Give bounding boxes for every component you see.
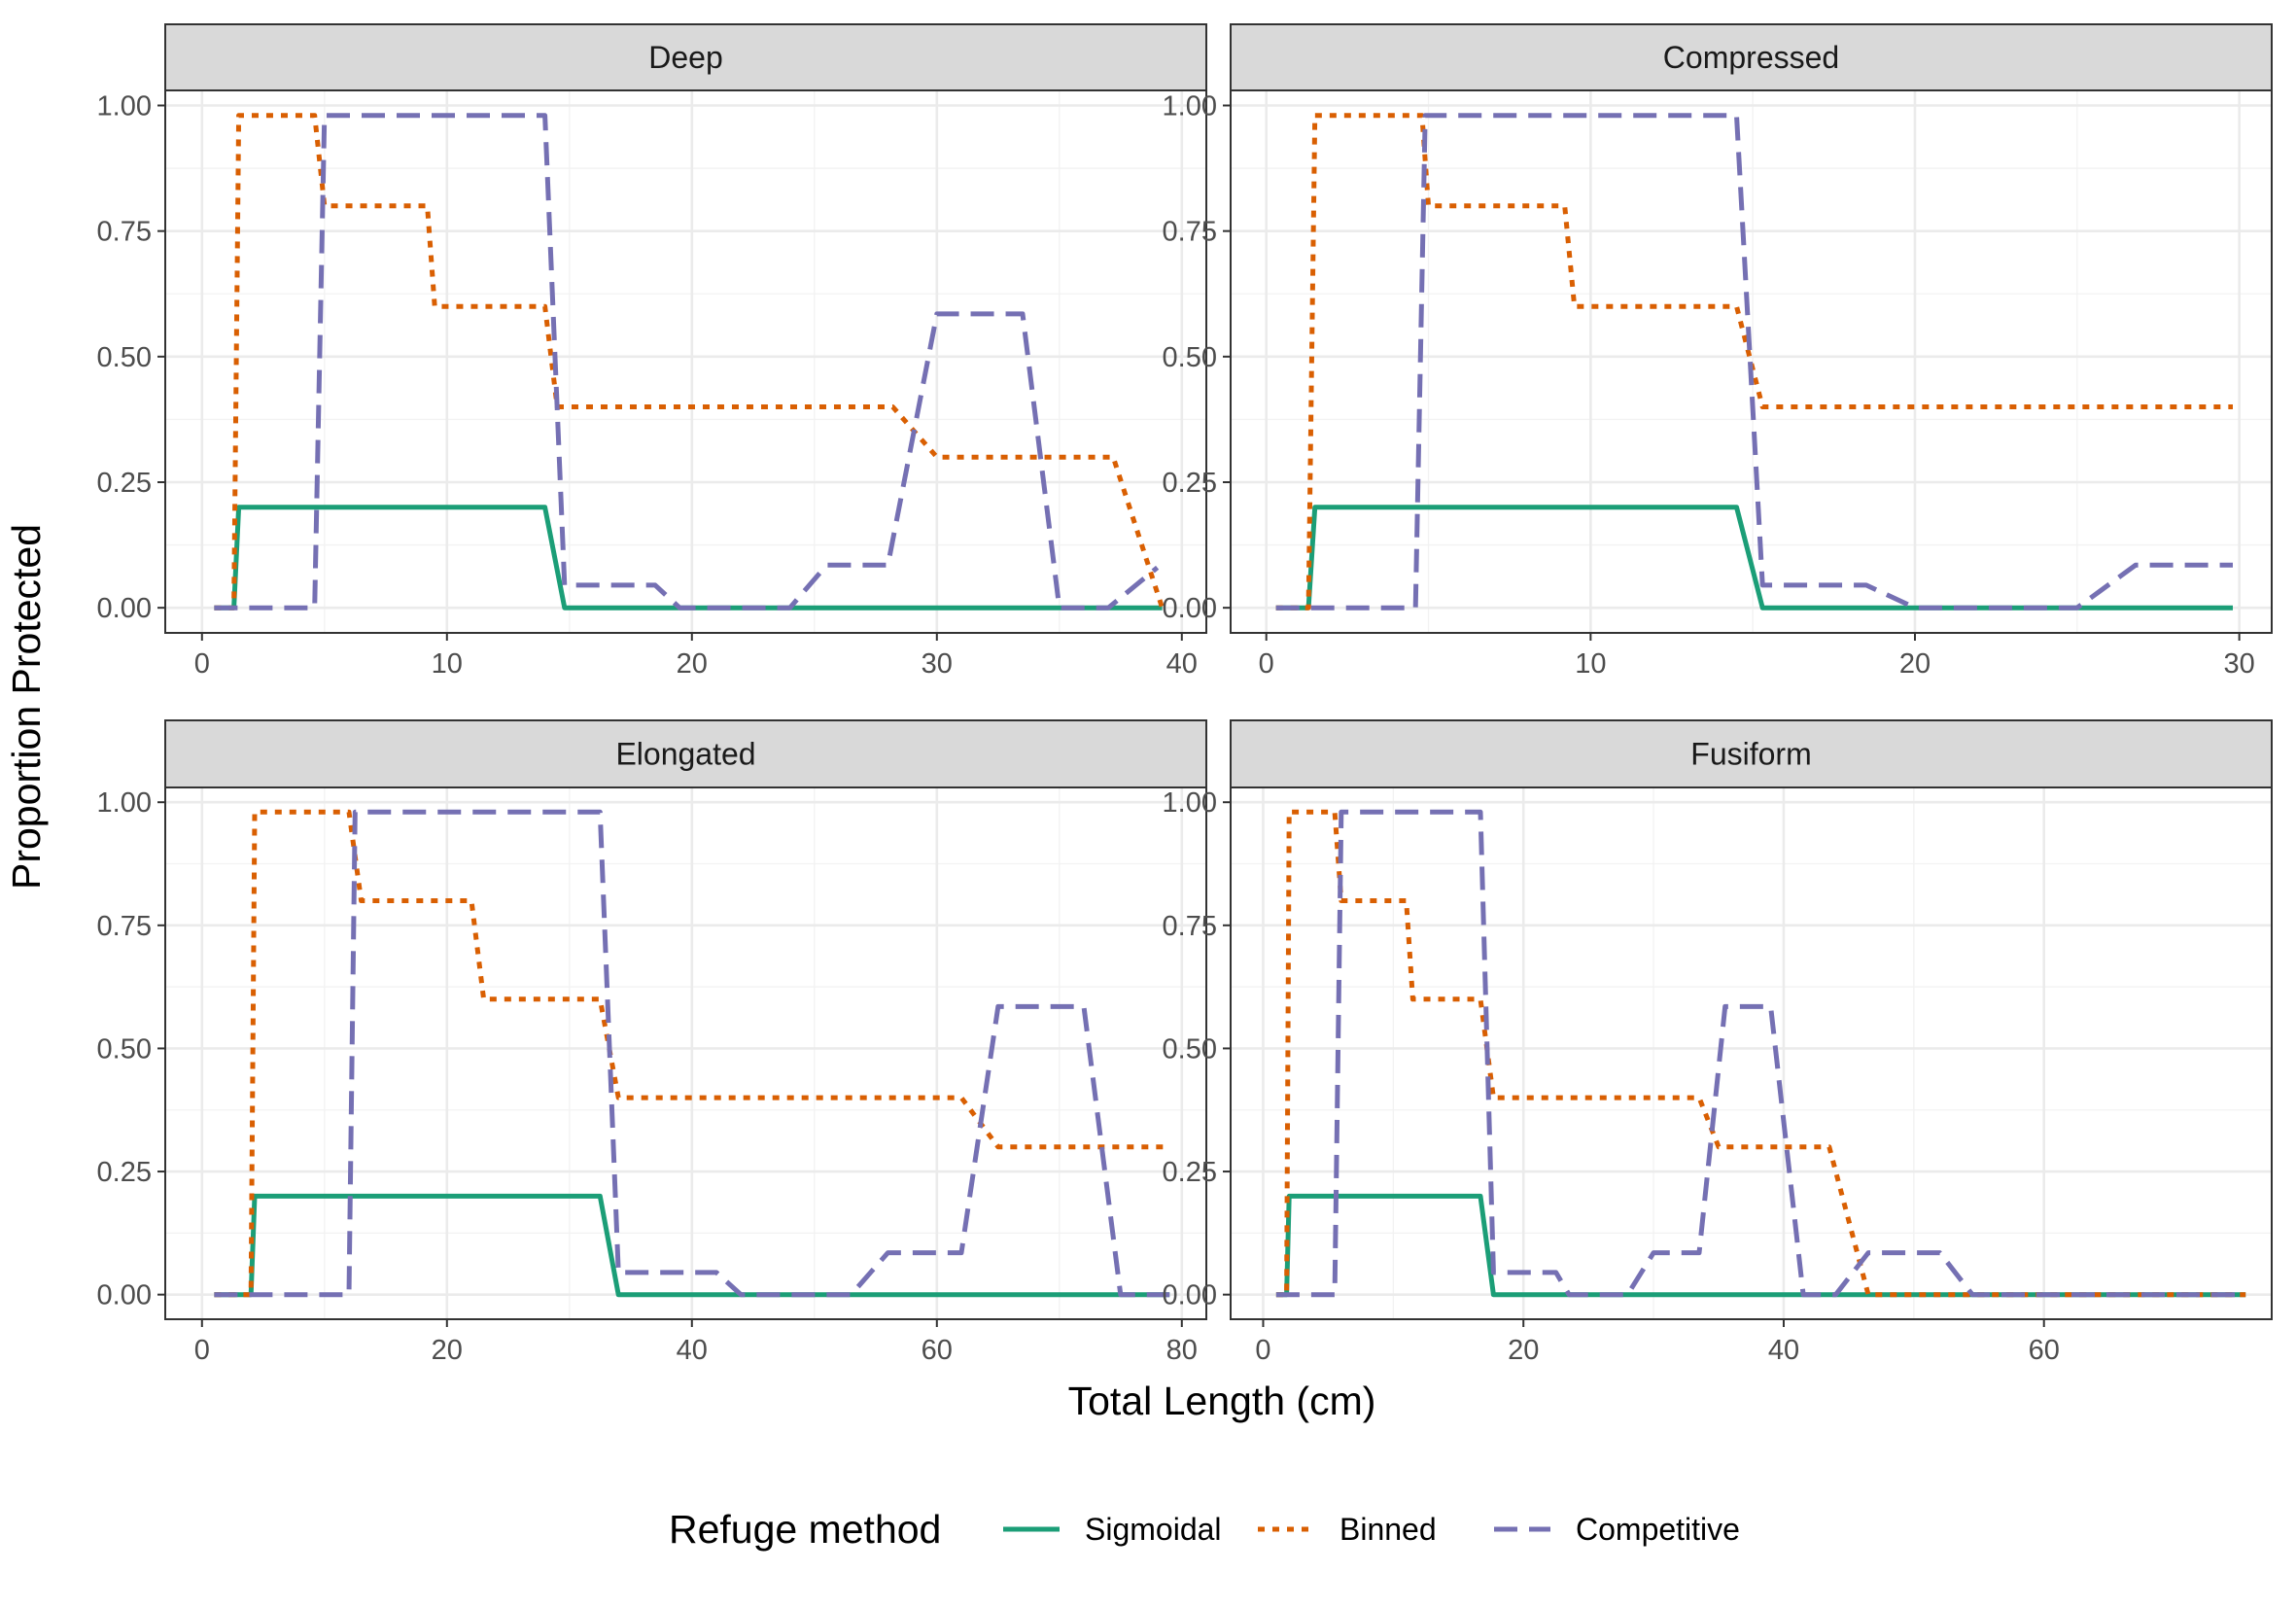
legend-item-binned: Binned (1258, 1512, 1437, 1547)
facet-strip-label: Fusiform (1690, 737, 1811, 772)
series-line-binned (1275, 809, 2246, 1298)
legend-title: Refuge method (669, 1507, 941, 1552)
legend-label: Binned (1339, 1512, 1437, 1547)
y-tick-label: 0.75 (97, 217, 152, 248)
series-line-competitive (1275, 113, 2233, 611)
y-tick-label: 0.75 (97, 911, 152, 942)
x-tick-label: 0 (194, 1335, 210, 1366)
x-tick-label: 0 (1255, 1335, 1270, 1366)
facet-strip (164, 719, 1207, 788)
y-tick-label: 0.00 (97, 593, 152, 624)
x-tick-label: 0 (1259, 648, 1274, 680)
panel-background (165, 90, 1206, 633)
y-tick-label: 0.00 (97, 1280, 152, 1311)
x-tick-label: 40 (677, 1335, 708, 1366)
y-axis-title: Proportion Protected (4, 524, 49, 890)
x-tick-label: 20 (1899, 648, 1931, 680)
legend-item-sigmoidal: Sigmoidal (1003, 1512, 1222, 1547)
panel-background (1231, 787, 2272, 1319)
facet-strip (1230, 23, 2273, 91)
y-tick-label: 0.75 (1163, 217, 1217, 248)
series-line-binned (1275, 113, 2233, 611)
x-tick-label: 60 (922, 1335, 953, 1366)
x-tick-label: 40 (1768, 1335, 1799, 1366)
facet-strip (164, 23, 1207, 91)
x-tick-label: 80 (1166, 1335, 1198, 1366)
legend-item-competitive: Competitive (1494, 1512, 1740, 1547)
series-line-competitive (214, 809, 1170, 1298)
panel-elongated: Elongated 0.00 0.25 0.50 0.75 1.00 0 20 40 60 80 (97, 719, 1207, 1366)
x-tick-label: 10 (432, 648, 463, 680)
y-tick-label: 1.00 (1163, 787, 1217, 819)
series-line-binned (214, 809, 1170, 1298)
x-tick-label: 20 (677, 648, 708, 680)
x-tick-label: 30 (922, 648, 953, 680)
panel-fusiform: Fusiform 0.00 0.25 0.50 0.75 1.00 0 20 40 60 (1163, 719, 2273, 1366)
y-tick-label: 0.25 (1163, 1157, 1217, 1188)
y-tick-label: 1.00 (97, 787, 152, 819)
series-line-binned (214, 113, 1165, 611)
y-tick-label: 0.00 (1163, 593, 1217, 624)
legend-label: Sigmoidal (1085, 1512, 1222, 1547)
panel-background (1231, 90, 2272, 633)
x-axis-title: Total Length (cm) (1068, 1379, 1376, 1423)
y-tick-label: 0.50 (97, 342, 152, 373)
series-line-competitive (214, 113, 1160, 611)
y-tick-label: 0.50 (1163, 342, 1217, 373)
legend: Refuge method Sigmoidal Binned Competitive (669, 1507, 1740, 1552)
x-tick-label: 60 (2029, 1335, 2060, 1366)
y-tick-label: 0.25 (1163, 468, 1217, 499)
facet-strip-label: Deep (648, 40, 723, 75)
y-tick-label: 0.50 (1163, 1033, 1217, 1065)
y-tick-label: 0.25 (97, 1157, 152, 1188)
x-tick-label: 30 (2224, 648, 2255, 680)
x-tick-label: 0 (194, 648, 210, 680)
y-tick-label: 0.25 (97, 468, 152, 499)
legend-items: Sigmoidal Binned Competitive (1003, 1512, 1740, 1547)
facet-strip (1230, 719, 2273, 788)
x-tick-label: 20 (1508, 1335, 1539, 1366)
y-tick-label: 0.00 (1163, 1280, 1217, 1311)
panel-compressed: Compressed 0.00 0.25 0.50 0.75 1.00 0 10 20 30 (1163, 23, 2273, 680)
series-line-sigmoidal (1275, 505, 2233, 611)
y-tick-label: 0.50 (97, 1033, 152, 1065)
x-tick-label: 40 (1166, 648, 1198, 680)
panel-background (165, 787, 1206, 1319)
x-tick-label: 20 (432, 1335, 463, 1366)
y-tick-label: 1.00 (1163, 91, 1217, 122)
legend-label: Competitive (1576, 1512, 1740, 1547)
y-tick-label: 0.75 (1163, 911, 1217, 942)
x-tick-label: 10 (1575, 648, 1606, 680)
facet-strip-label: Elongated (615, 737, 755, 772)
facet-strip-label: Compressed (1663, 40, 1839, 75)
y-tick-label: 1.00 (97, 91, 152, 122)
panel-deep: Deep 0.00 0.25 0.50 0.75 1.00 0 10 20 30 40 (97, 23, 1207, 680)
